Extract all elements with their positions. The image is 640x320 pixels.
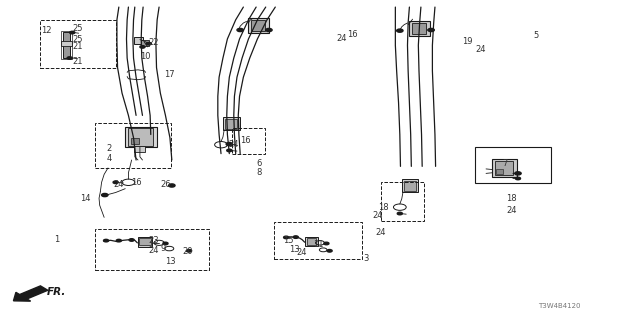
Text: 24: 24 — [228, 140, 239, 149]
Bar — [129, 128, 153, 146]
Circle shape — [397, 29, 403, 32]
Circle shape — [116, 239, 122, 242]
Text: 24: 24 — [297, 248, 307, 257]
Text: 19: 19 — [461, 37, 472, 46]
Text: 12: 12 — [42, 27, 52, 36]
Bar — [307, 238, 316, 245]
Text: 1: 1 — [54, 235, 60, 244]
Circle shape — [169, 184, 175, 187]
Text: 21: 21 — [72, 42, 83, 52]
Bar — [134, 146, 145, 152]
Text: 24: 24 — [506, 206, 517, 215]
Bar — [134, 37, 143, 44]
Circle shape — [147, 43, 152, 45]
Bar — [495, 161, 513, 175]
Bar — [251, 20, 265, 31]
Circle shape — [140, 46, 145, 48]
Circle shape — [327, 250, 332, 252]
Text: 18: 18 — [378, 203, 389, 212]
Circle shape — [515, 172, 521, 175]
Text: 24: 24 — [113, 180, 124, 189]
Text: 6: 6 — [256, 159, 261, 168]
Text: 26: 26 — [160, 180, 171, 189]
Text: 22: 22 — [148, 38, 159, 47]
Bar — [223, 117, 239, 130]
Circle shape — [284, 236, 289, 239]
Text: T3W4B4120: T3W4B4120 — [538, 303, 580, 309]
Bar — [225, 119, 237, 129]
Bar — [305, 237, 318, 246]
Text: 25: 25 — [72, 24, 83, 33]
Circle shape — [227, 149, 232, 152]
Bar — [138, 237, 152, 247]
Bar — [95, 228, 209, 270]
Bar — [496, 169, 502, 174]
Bar — [492, 159, 516, 177]
Bar — [412, 23, 426, 34]
Circle shape — [293, 236, 298, 238]
Text: 24: 24 — [376, 228, 386, 237]
Text: 13: 13 — [289, 245, 300, 254]
Circle shape — [515, 177, 520, 180]
Circle shape — [186, 250, 191, 252]
Bar — [381, 182, 424, 220]
Circle shape — [324, 242, 329, 245]
Text: 11: 11 — [314, 240, 324, 249]
Bar — [140, 238, 151, 245]
Bar — [141, 40, 149, 46]
Text: 24: 24 — [476, 44, 486, 54]
Circle shape — [104, 239, 109, 242]
Circle shape — [70, 31, 75, 34]
Bar — [410, 21, 430, 36]
Text: 18: 18 — [506, 194, 517, 204]
Circle shape — [67, 57, 72, 59]
Circle shape — [226, 142, 232, 146]
Circle shape — [163, 242, 168, 245]
Text: 17: 17 — [164, 70, 175, 79]
Text: 10: 10 — [140, 52, 150, 61]
Text: 23: 23 — [148, 236, 159, 245]
Bar — [40, 20, 116, 68]
Bar — [95, 123, 171, 168]
Text: 24: 24 — [372, 211, 383, 220]
Text: FR.: FR. — [47, 287, 66, 297]
Circle shape — [266, 28, 272, 32]
Bar — [248, 18, 269, 33]
Bar — [63, 32, 70, 58]
Circle shape — [113, 181, 118, 184]
Bar — [125, 126, 157, 147]
Bar — [474, 147, 551, 183]
Text: 4: 4 — [107, 154, 112, 163]
Text: 8: 8 — [256, 168, 261, 177]
Circle shape — [129, 239, 134, 241]
Bar — [131, 138, 139, 144]
Text: 15: 15 — [283, 236, 293, 245]
Bar — [274, 222, 362, 260]
Text: 16: 16 — [131, 179, 142, 188]
Text: 20: 20 — [182, 247, 193, 256]
Text: 24: 24 — [337, 35, 347, 44]
Text: 9: 9 — [161, 244, 166, 253]
Bar — [61, 31, 72, 59]
Text: 16: 16 — [347, 30, 357, 39]
Bar — [402, 179, 419, 192]
Text: 7: 7 — [502, 159, 508, 168]
Circle shape — [397, 212, 403, 215]
Circle shape — [237, 28, 243, 32]
Text: 25: 25 — [72, 35, 83, 44]
Text: 13: 13 — [164, 257, 175, 266]
Circle shape — [102, 194, 108, 197]
Text: 14: 14 — [80, 194, 90, 203]
Bar — [404, 181, 416, 191]
FancyArrow shape — [13, 286, 48, 301]
Circle shape — [428, 28, 435, 32]
Text: 21: 21 — [72, 57, 83, 66]
Text: 5: 5 — [533, 31, 538, 40]
Bar — [232, 128, 265, 154]
Text: 16: 16 — [240, 136, 251, 145]
Bar — [61, 41, 72, 46]
Text: 24: 24 — [148, 246, 159, 255]
Text: 2: 2 — [107, 144, 112, 153]
Text: 3: 3 — [364, 254, 369, 263]
